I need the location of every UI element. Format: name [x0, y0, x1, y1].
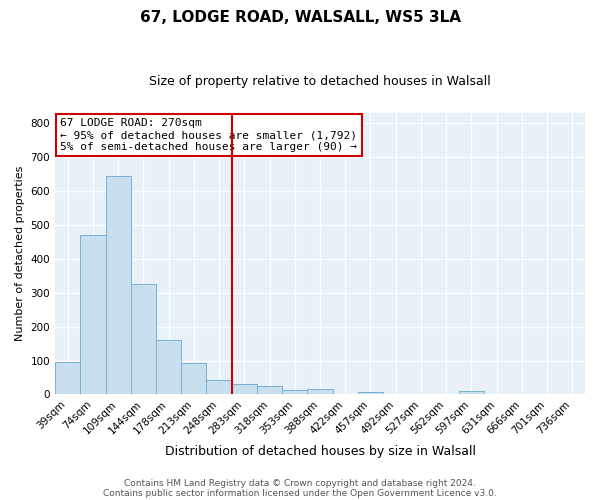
Bar [282, 390, 307, 394]
Bar [55, 362, 80, 394]
Text: Contains public sector information licensed under the Open Government Licence v3: Contains public sector information licen… [103, 488, 497, 498]
Bar [206, 380, 232, 394]
Text: 67, LODGE ROAD, WALSALL, WS5 3LA: 67, LODGE ROAD, WALSALL, WS5 3LA [139, 10, 461, 25]
Bar [156, 340, 181, 394]
Bar [257, 386, 282, 394]
Bar [459, 391, 484, 394]
Text: 67 LODGE ROAD: 270sqm
← 95% of detached houses are smaller (1,792)
5% of semi-de: 67 LODGE ROAD: 270sqm ← 95% of detached … [61, 118, 358, 152]
Bar [232, 384, 257, 394]
Bar [131, 284, 156, 395]
Text: Contains HM Land Registry data © Crown copyright and database right 2024.: Contains HM Land Registry data © Crown c… [124, 478, 476, 488]
Title: Size of property relative to detached houses in Walsall: Size of property relative to detached ho… [149, 75, 491, 88]
Bar [80, 235, 106, 394]
Y-axis label: Number of detached properties: Number of detached properties [15, 166, 25, 342]
Bar [358, 392, 383, 394]
Bar [181, 363, 206, 394]
Bar [307, 390, 332, 394]
Bar [106, 176, 131, 394]
X-axis label: Distribution of detached houses by size in Walsall: Distribution of detached houses by size … [164, 444, 476, 458]
